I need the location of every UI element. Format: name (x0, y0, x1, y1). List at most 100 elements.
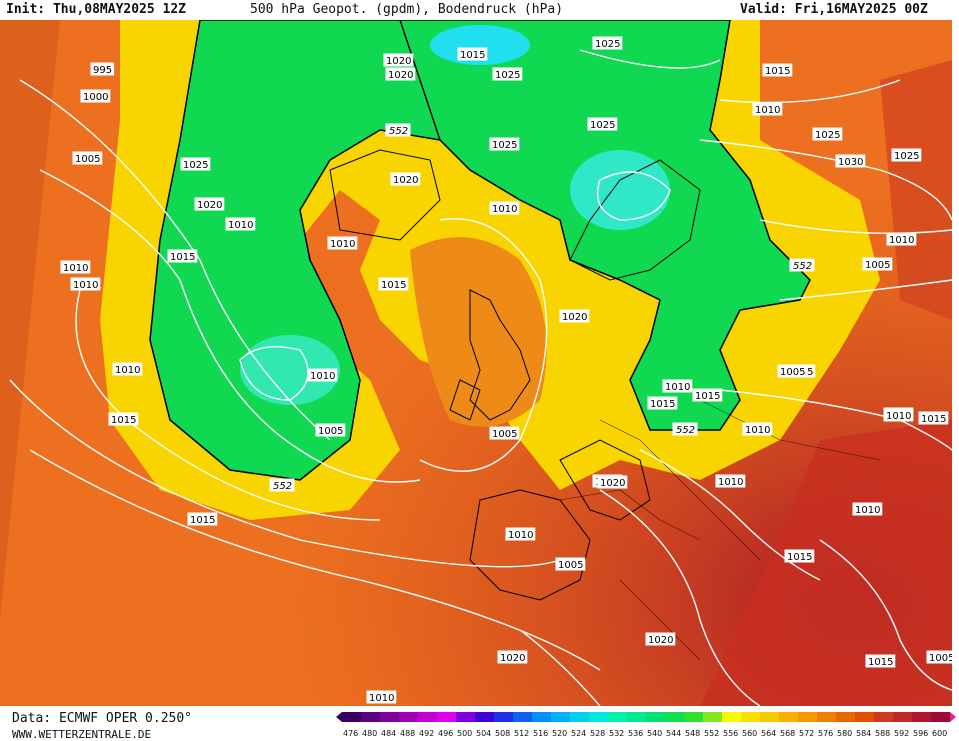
pressure-label-box (489, 137, 520, 151)
legend-swatch (741, 712, 760, 722)
legend-tick-label: 572 (799, 729, 814, 738)
map-canvas: 552 552 552 552 995 1000 1005 1025 1020 1010 1… (0, 20, 952, 706)
pressure-label-box (180, 157, 211, 171)
legend-swatch (418, 712, 437, 722)
pressure-label-box (112, 362, 143, 376)
legend-swatch (380, 712, 399, 722)
pressure-label: 1005 (318, 426, 343, 437)
legend-tick-label: 540 (647, 729, 662, 738)
height-labels: 552 552 552 552 (269, 123, 815, 492)
legend-tick-label: 524 (571, 729, 586, 738)
height-label: 552 (793, 261, 812, 272)
legend-swatch (570, 712, 589, 722)
pressure-label: 1025 (815, 130, 840, 141)
pressure-label: 1020 (500, 653, 525, 664)
pressure-label: 1010 (115, 365, 140, 376)
legend-tick-label: 512 (514, 729, 529, 738)
legend-swatch (646, 712, 665, 722)
pressure-labels: 995 1000 1005 1025 1020 1010 1015 1010 1010 1010 1… (60, 36, 952, 704)
pressure-label-box (865, 654, 896, 668)
pressure-label-box (886, 232, 917, 246)
pressure-label-box (752, 102, 783, 116)
legend-swatch (475, 712, 494, 722)
pressure-label-box (497, 650, 528, 664)
pressure-label: 1025 (590, 120, 615, 131)
pressure-label: 1015 (787, 552, 812, 563)
pressure-label: 1025 (495, 70, 520, 81)
legend-tick-label: 568 (780, 729, 795, 738)
legend-tick-label: 520 (552, 729, 567, 738)
map-footer: Data: ECMWF OPER 0.250° WWW.WETTERZENTRA… (0, 706, 959, 741)
pressure-label: 1025 (492, 140, 517, 151)
pressure-label-box (72, 151, 103, 165)
legend-tick-label: 528 (590, 729, 605, 738)
pressure-label: 1020 (648, 635, 673, 646)
pressure-label-box (926, 650, 952, 664)
pressure-label: 1015 (190, 515, 215, 526)
pressure-label: 1020 (386, 56, 411, 67)
legend-tick-label: 480 (362, 729, 377, 738)
country-borders (559, 399, 881, 661)
pressure-label-box (70, 277, 101, 291)
pressure-label-box (457, 47, 488, 61)
pressure-label-box (225, 217, 256, 231)
legend-swatch (855, 712, 874, 722)
legend-tick-label: 600 (932, 729, 947, 738)
pressure-label: 1015 (921, 414, 946, 425)
legend-swatch (703, 712, 722, 722)
pressure-label: 1015 (170, 252, 195, 263)
legend-swatch (532, 712, 551, 722)
legend-swatch (342, 712, 361, 722)
legend-tick-label: 584 (856, 729, 871, 738)
legend-swatch (836, 712, 855, 722)
legend-swatch (760, 712, 779, 722)
legend-swatch (608, 712, 627, 722)
pressure-label-box (647, 396, 678, 410)
legend-tick-label: 592 (894, 729, 909, 738)
pressure-label-box (852, 502, 883, 516)
legend-swatch (399, 712, 418, 722)
pressure-label: 1015 (111, 415, 136, 426)
southeast-high-region (700, 420, 952, 706)
pressure-label-box (315, 423, 346, 437)
legend-tick-label: 556 (723, 729, 738, 738)
height-label: 552 (676, 425, 695, 436)
pressure-label: 1020 (600, 478, 625, 489)
pressure-label-box (108, 412, 139, 426)
pressure-label: 1005 (75, 154, 100, 165)
legend-tick-label: 552 (704, 729, 719, 738)
pressure-label: 1010 (63, 263, 88, 274)
polar-low-core (430, 25, 530, 65)
legend-tick-label: 508 (495, 729, 510, 738)
isobars (9, 49, 952, 706)
legend-swatch (589, 712, 608, 722)
pressure-label-box (918, 411, 949, 425)
valid-time: Valid: Fri,16MAY2025 00Z (740, 2, 928, 17)
pressure-label: 1005 (929, 653, 952, 664)
legend-tick-label: 596 (913, 729, 928, 738)
pressure-label: 1025 (894, 151, 919, 162)
pressure-label: 1010 (665, 382, 690, 393)
data-source: Data: ECMWF OPER 0.250° (12, 711, 193, 726)
pressure-label-box (489, 201, 520, 215)
pressure-label: 1010 (889, 235, 914, 246)
pressure-label-box (555, 557, 586, 571)
legend-tick-label: 476 (343, 729, 358, 738)
pressure-label-box (812, 127, 843, 141)
pressure-label-box (90, 62, 115, 76)
legend-swatch (817, 712, 836, 722)
legend-swatch (798, 712, 817, 722)
pressure-label: 1010 (73, 280, 98, 291)
pressure-label-box (489, 426, 520, 440)
pressure-label-box (492, 67, 523, 81)
height-label: 552 (389, 126, 408, 137)
pressure-label-box (762, 63, 793, 77)
pressure-label: 1010 (745, 425, 770, 436)
legend-swatch (722, 712, 741, 722)
pressure-label: 1005 (865, 260, 890, 271)
pressure-label-box (891, 148, 922, 162)
pressure-label: 1010 (718, 477, 743, 488)
pressure-label: 1025 (183, 160, 208, 171)
pressure-label-box (592, 36, 623, 50)
pressure-label-box (645, 632, 676, 646)
